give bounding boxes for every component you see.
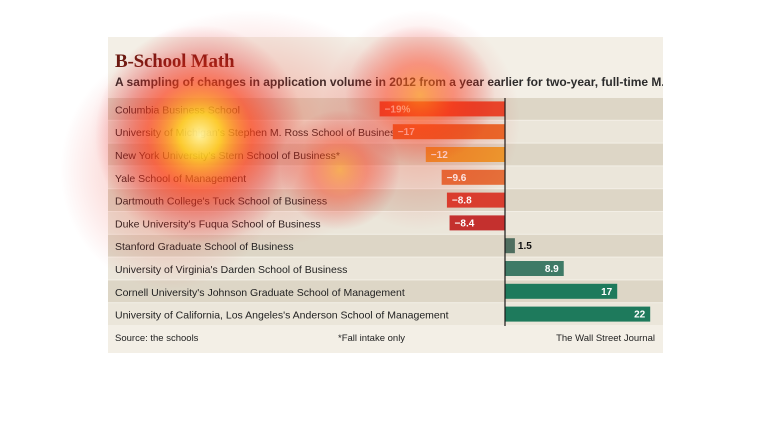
category-label: Columbia Business School xyxy=(115,104,240,116)
category-label: University of Michigan's Stephen M. Ross… xyxy=(115,127,401,139)
category-label: Dartmouth College's Tuck School of Busin… xyxy=(115,196,327,208)
data-label: −8.8 xyxy=(452,196,472,207)
category-label: Stanford Graduate School of Business xyxy=(115,241,294,253)
data-label: 1.5 xyxy=(518,241,532,252)
category-label: New York University's Stern School of Bu… xyxy=(115,150,340,162)
chart-title: B-School Math xyxy=(115,51,235,72)
data-label: −19% xyxy=(385,104,411,115)
bar-chart: Columbia Business School −19% University o… xyxy=(108,98,663,326)
data-label: 8.9 xyxy=(545,264,559,275)
bar xyxy=(505,261,564,276)
category-label: University of California, Los Angeles's … xyxy=(115,310,449,322)
bar xyxy=(505,306,651,322)
data-label: −17 xyxy=(398,127,415,138)
data-label: 22 xyxy=(634,310,646,321)
bar xyxy=(505,283,618,299)
credit: The Wall Street Journal xyxy=(556,333,655,344)
data-label: −12 xyxy=(431,150,448,161)
data-label: −9.6 xyxy=(447,173,467,184)
data-label: −8.4 xyxy=(455,218,475,229)
chart-card: B-School Math A sampling of changes in a… xyxy=(108,37,663,353)
category-label: Duke University's Fuqua School of Busine… xyxy=(115,218,321,230)
source-note: Source: the schools xyxy=(115,333,199,344)
data-label: 17 xyxy=(601,287,613,298)
chart-subtitle: A sampling of changes in application vol… xyxy=(115,75,663,89)
bar xyxy=(505,238,515,254)
footnote: *Fall intake only xyxy=(338,333,406,344)
category-label: Cornell University's Johnson Graduate Sc… xyxy=(115,287,405,299)
category-label: University of Virginia's Darden School o… xyxy=(115,264,347,276)
category-label: Yale School of Management xyxy=(115,173,246,185)
